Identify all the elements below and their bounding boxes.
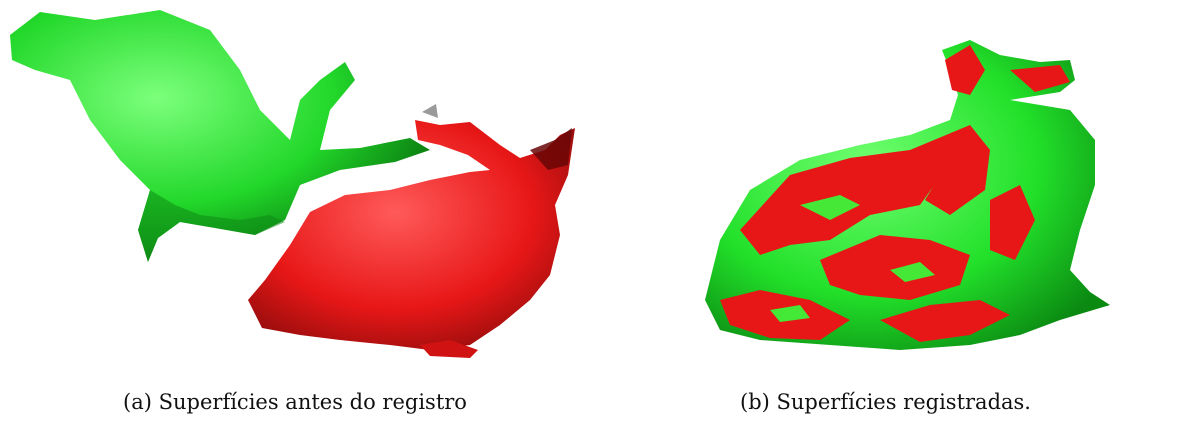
- green-shadow: [138, 190, 285, 262]
- before-registration-render: [10, 10, 575, 358]
- grey-fragment: [422, 104, 438, 118]
- red-patches: [720, 45, 1070, 342]
- green-surface: [10, 10, 430, 262]
- red-tail: [420, 340, 478, 358]
- registered-render: [705, 40, 1110, 350]
- red-surface: [248, 120, 575, 350]
- caption-a: (a) Superfícies antes do registro: [123, 390, 467, 414]
- red-shadow: [530, 128, 572, 170]
- panel-registered: [590, 0, 1181, 433]
- caption-b: (b) Superfícies registradas.: [740, 390, 1031, 414]
- panel-before-registration: [0, 0, 590, 433]
- green-highlights: [770, 195, 935, 322]
